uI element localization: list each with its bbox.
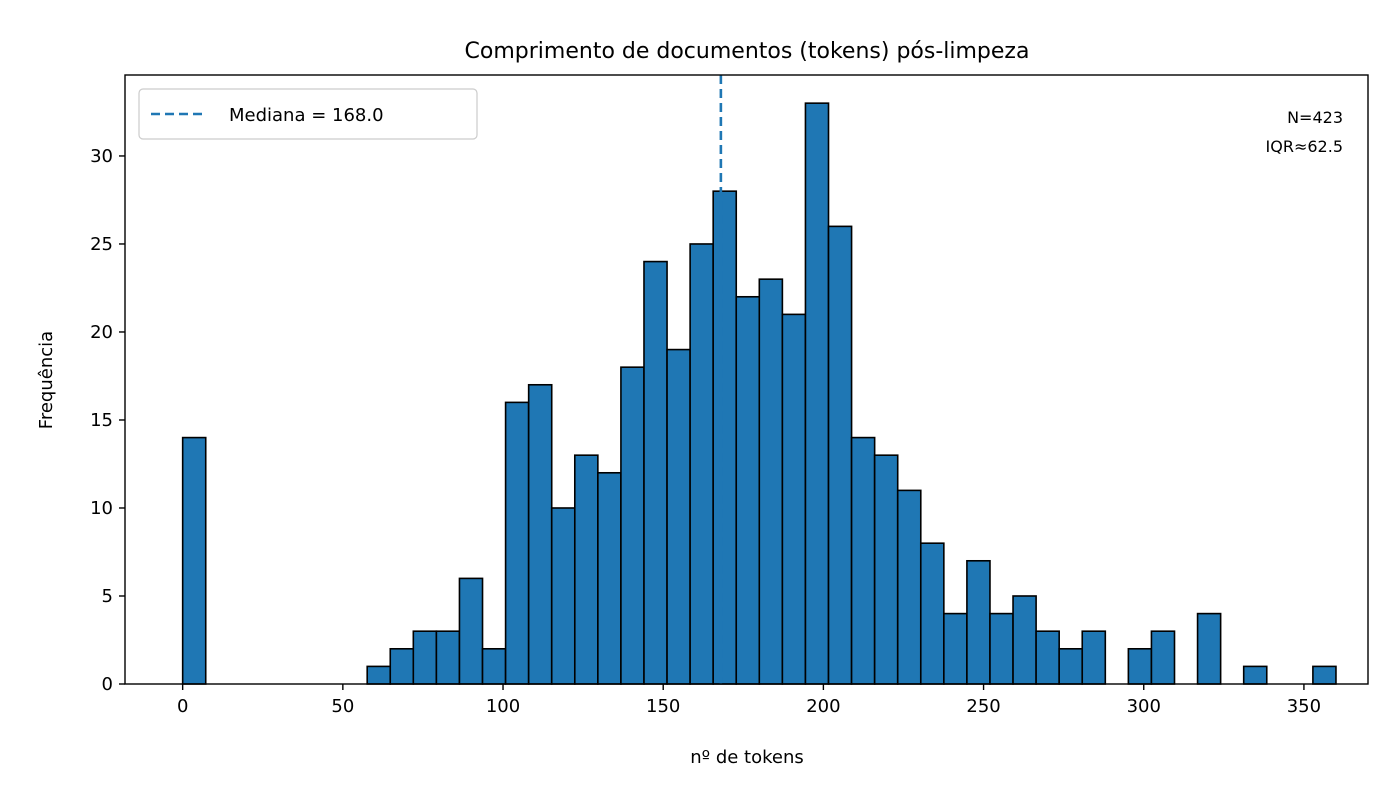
- histogram-bar: [1242, 665, 1268, 685]
- legend: Mediana = 168.0: [138, 88, 478, 140]
- histogram-bar: [804, 102, 830, 685]
- histogram-bar: [458, 577, 484, 685]
- x-axis-label: nº de tokens: [690, 747, 804, 768]
- histogram-bar: [527, 383, 553, 685]
- histogram-bar: [873, 454, 899, 685]
- histogram-bar: [689, 243, 714, 685]
- histogram-bar: [666, 348, 691, 685]
- histogram-bar: [573, 454, 599, 685]
- x-tick-label: 50: [331, 696, 354, 717]
- histogram-bar: [1150, 630, 1176, 685]
- y-tick-label: 20: [90, 322, 113, 343]
- histogram-bar: [597, 471, 622, 685]
- x-tick-label: 0: [177, 696, 188, 717]
- histogram-bar: [550, 507, 576, 685]
- histogram-bar: [643, 260, 668, 685]
- histogram-bar: [1058, 647, 1084, 685]
- x-tick-label: 100: [486, 696, 520, 717]
- histogram-bar: [735, 295, 761, 685]
- histogram-bar: [943, 612, 968, 685]
- histogram-bar: [1127, 647, 1153, 685]
- bars-layer: [181, 102, 1337, 685]
- x-tick-label: 250: [966, 696, 1000, 717]
- histogram-bar: [1196, 612, 1222, 685]
- histogram-bar: [504, 401, 530, 685]
- y-tick-label: 25: [90, 234, 113, 255]
- histogram-bar: [1081, 630, 1107, 685]
- histogram-bar: [181, 436, 207, 685]
- y-axis-ticks: 0 5 10 15 20 25 30: [90, 146, 125, 695]
- histogram-bar: [412, 630, 438, 685]
- y-tick-label: 30: [90, 146, 113, 167]
- legend-box: [138, 88, 478, 140]
- y-tick-label: 15: [90, 410, 113, 431]
- histogram-bar: [989, 612, 1014, 685]
- histogram-bar: [781, 313, 807, 685]
- plot-frame: [124, 74, 1369, 685]
- histogram-bar: [1035, 630, 1060, 685]
- histogram-bar: [1012, 595, 1037, 685]
- histogram-bar: [850, 436, 876, 685]
- histogram-bar: [966, 559, 991, 685]
- histogram-bar: [481, 647, 507, 685]
- y-tick-label: 0: [102, 674, 113, 695]
- x-tick-label: 150: [646, 696, 680, 717]
- histogram-bar: [620, 366, 645, 685]
- chart-title: Comprimento de documentos (tokens) pós-l…: [465, 39, 1030, 64]
- histogram-bar: [435, 630, 461, 685]
- histogram-bar: [758, 278, 784, 685]
- histogram-bar: [896, 489, 922, 685]
- x-tick-label: 200: [806, 696, 840, 717]
- y-tick-label: 10: [90, 498, 113, 519]
- y-tick-label: 5: [102, 586, 113, 607]
- stat-iqr: IQR≈62.5: [1266, 137, 1343, 156]
- y-axis-label: Frequência: [36, 331, 57, 429]
- legend-label-median: Mediana = 168.0: [229, 105, 384, 126]
- histogram-bar: [366, 665, 392, 685]
- histogram-bar: [1312, 665, 1337, 685]
- histogram-bar: [827, 225, 853, 685]
- histogram-bar: [389, 647, 415, 685]
- stat-n: N=423: [1287, 108, 1343, 127]
- x-axis-ticks: 0 50 100 150 200 250 300 350: [177, 684, 1321, 717]
- x-tick-label: 300: [1127, 696, 1161, 717]
- stats-annotation: N=423 IQR≈62.5: [1266, 108, 1343, 156]
- x-tick-label: 350: [1287, 696, 1321, 717]
- histogram-bar: [919, 542, 945, 685]
- histogram-bar: [712, 190, 738, 685]
